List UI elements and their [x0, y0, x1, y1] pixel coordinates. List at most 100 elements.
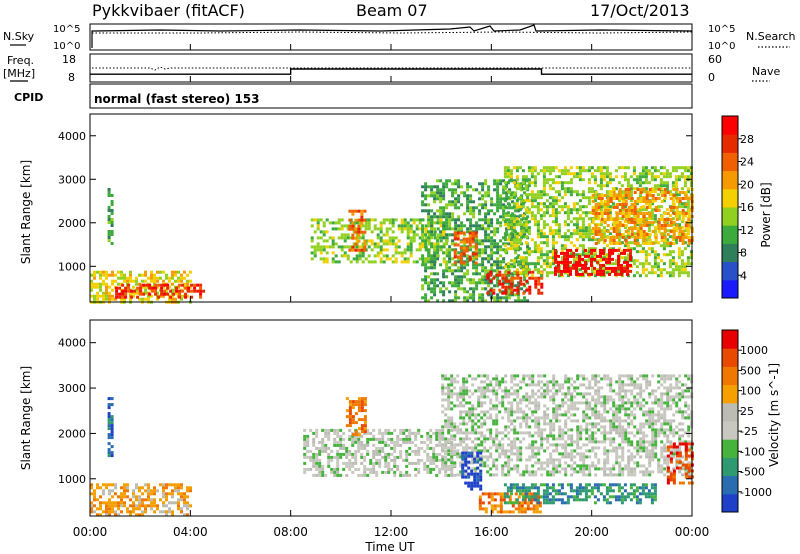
heatmap-cell — [503, 265, 507, 269]
heatmap-cell — [555, 416, 559, 420]
heatmap-cell — [411, 449, 415, 453]
heatmap-cell — [587, 217, 591, 221]
heatmap-cell — [478, 296, 482, 300]
heatmap-cell — [310, 251, 314, 255]
heatmap-cell — [351, 461, 355, 465]
heatmap-cell — [584, 232, 588, 236]
heatmap-cell — [459, 428, 463, 432]
heatmap-cell — [617, 260, 620, 264]
heatmap-cell — [126, 483, 129, 487]
heatmap-cell — [111, 270, 114, 274]
heatmap-cell — [385, 257, 389, 261]
heatmap-cell — [581, 266, 584, 270]
heatmap-cell — [596, 260, 599, 264]
heatmap-cell — [686, 259, 690, 263]
heatmap-cell — [403, 260, 407, 264]
heatmap-cell — [349, 260, 353, 264]
heatmap-cell — [684, 197, 688, 200]
heatmap-cell — [373, 245, 377, 249]
heatmap-cell — [120, 273, 123, 277]
colorbar-tick-label: 28 — [740, 133, 754, 146]
heatmap-cell — [454, 284, 458, 288]
heatmap-cell — [177, 492, 180, 496]
heatmap-cell — [462, 410, 466, 414]
heatmap-cell — [435, 458, 439, 462]
heatmap-cell — [490, 293, 494, 297]
heatmap-cell — [615, 218, 619, 221]
heatmap-cell — [418, 236, 422, 240]
heatmap-cell — [421, 224, 425, 228]
heatmap-cell — [513, 276, 517, 280]
heatmap-cell — [354, 227, 358, 231]
heatmap-cell — [321, 446, 325, 450]
heatmap-cell — [509, 244, 513, 248]
heatmap-cell — [171, 297, 174, 301]
heatmap-cell — [668, 214, 672, 218]
heatmap-cell — [501, 464, 505, 468]
heatmap-cell — [517, 293, 521, 297]
heatmap-cell — [642, 239, 646, 242]
heatmap-cell — [354, 434, 358, 438]
heatmap-cell — [93, 282, 96, 286]
heatmap-cell — [468, 389, 472, 393]
heatmap-cell — [599, 178, 603, 182]
heatmap-cell — [681, 191, 685, 194]
heatmap-cell — [135, 279, 138, 283]
heatmap-cell — [357, 230, 361, 234]
heatmap-cell — [644, 187, 648, 191]
heatmap-cell — [591, 209, 595, 212]
heatmap-cell — [144, 291, 147, 295]
heatmap-cell — [454, 227, 458, 231]
heatmap-cell — [486, 383, 490, 387]
heatmap-cell — [660, 239, 664, 242]
heatmap-cell — [430, 218, 434, 222]
heatmap-cell — [534, 446, 538, 450]
heatmap-cell — [123, 483, 126, 487]
heatmap-cell — [348, 461, 352, 465]
heatmap-cell — [468, 237, 472, 241]
heatmap-cell — [481, 251, 485, 255]
heatmap-cell — [632, 247, 636, 251]
heatmap-cell — [381, 470, 385, 474]
heatmap-cell — [366, 428, 370, 432]
heatmap-cell — [627, 218, 631, 221]
heatmap-cell — [608, 172, 612, 176]
heatmap-cell — [466, 185, 470, 189]
heatmap-cell — [453, 386, 457, 390]
heatmap-cell — [516, 455, 520, 459]
heatmap-cell — [451, 281, 455, 285]
heatmap-cell — [492, 291, 496, 295]
heatmap-cell — [489, 380, 493, 384]
heatmap-cell — [533, 205, 537, 209]
heatmap-cell — [372, 428, 376, 432]
heatmap-cell — [480, 380, 484, 384]
heatmap-cell — [671, 196, 675, 200]
heatmap-cell — [180, 279, 183, 283]
heatmap-cell — [519, 279, 523, 283]
heatmap-cell — [405, 464, 409, 468]
heatmap-cell — [466, 194, 470, 198]
heatmap-cell — [557, 269, 560, 273]
heatmap-cell — [333, 467, 337, 471]
heatmap-cell — [478, 242, 482, 246]
heatmap-cell — [638, 184, 642, 188]
heatmap-cell — [608, 232, 612, 236]
heatmap-cell — [388, 227, 392, 231]
heatmap-cell — [521, 187, 525, 191]
heatmap-cell — [629, 254, 632, 258]
heatmap-cell — [477, 437, 481, 441]
heatmap-cell — [367, 239, 371, 243]
heatmap-cell — [551, 199, 555, 203]
heatmap-cell — [478, 254, 482, 258]
heatmap-cell — [509, 223, 513, 227]
heatmap-cell — [469, 200, 473, 204]
heatmap-cell — [612, 221, 616, 224]
heatmap-cell — [615, 242, 619, 245]
heatmap-cell — [442, 293, 446, 297]
heatmap-cell — [468, 231, 472, 235]
heatmap-cell — [427, 209, 431, 213]
heatmap-cell — [150, 498, 153, 502]
heatmap-cell — [555, 392, 559, 396]
heatmap-cell — [168, 297, 171, 301]
heatmap-cell — [506, 202, 510, 206]
